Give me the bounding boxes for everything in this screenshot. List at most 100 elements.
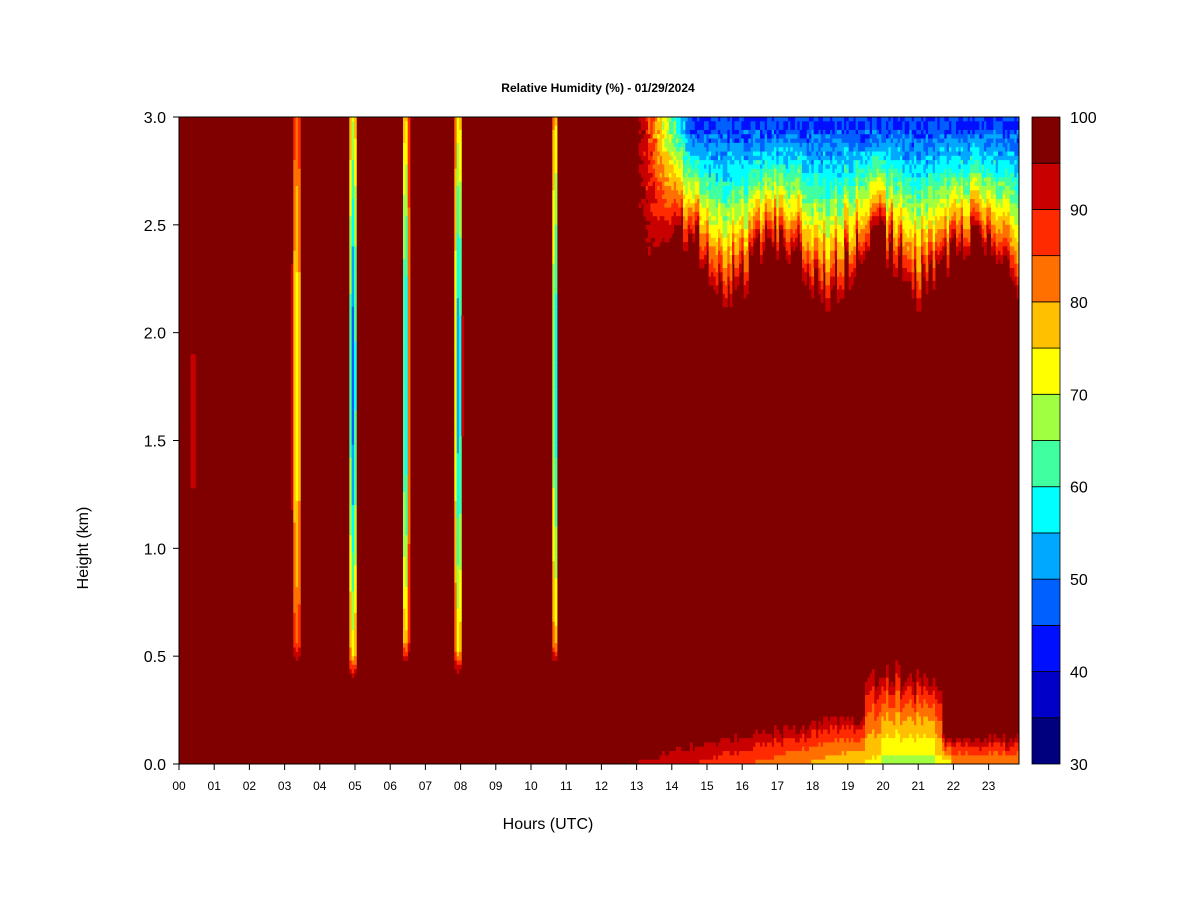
heatmap-cell [291,306,294,312]
heatmap-cell [923,121,929,127]
heatmap-cell [778,190,787,196]
heatmap-cell [881,207,887,213]
heatmap-cell [190,371,196,377]
heatmap-cell [291,354,294,359]
heatmap-cell [918,733,924,739]
heatmap-cell [354,444,357,450]
heatmap-cell [403,311,406,316]
heatmap-cell [825,755,873,761]
heatmap-cell [293,121,297,127]
heatmap-cell [727,272,731,277]
heatmap-cell [1007,173,1011,178]
heatmap-cell [293,539,297,545]
heatmap-cell [846,194,850,200]
heatmap-cell [895,673,899,679]
heatmap-cell [407,160,411,165]
heatmap-cell [785,233,791,239]
heatmap-cell [853,246,857,252]
heatmap-cell [552,647,556,653]
heatmap-cell [454,526,458,532]
heatmap-cell [648,147,656,152]
heatmap-cell [461,349,465,355]
heatmap-cell [995,229,999,234]
heatmap-cell [1009,233,1015,239]
heatmap-cell [456,375,460,381]
plot-area [178,116,1020,765]
heatmap-cell [928,246,934,252]
heatmap-cell [811,160,815,165]
heatmap-cell [834,242,838,247]
heatmap-cell [708,181,712,187]
heatmap-cell [293,569,297,575]
heatmap-cell [351,397,355,403]
heatmap-cell [403,319,406,325]
heatmap-cell [295,298,299,303]
heatmap-cell [456,669,460,674]
heatmap-cell [904,129,910,135]
heatmap-cell [881,729,896,735]
heatmap-cell [916,673,920,679]
heatmap-cell [991,190,997,196]
heatmap-cell [998,229,1001,234]
heatmap-cell [349,405,353,411]
heatmap-cell [720,129,728,135]
heatmap-cell [715,203,719,208]
heatmap-cell [454,561,458,566]
heatmap-cell [456,198,460,204]
heatmap-cell [914,186,917,191]
heatmap-cell [552,535,556,541]
heatmap-cell [1002,742,1006,748]
heatmap-cell [918,280,922,286]
heatmap-cell [293,173,301,178]
heatmap-cell [916,229,922,234]
heatmap-cell [407,285,411,290]
heatmap-cell [844,211,850,217]
heatmap-cell [741,194,745,200]
heatmap-cell [459,142,462,148]
heatmap-cell [867,117,873,122]
heatmap-cell [298,224,301,230]
heatmap-cell [351,574,355,579]
heatmap-cell [904,177,913,183]
heatmap-cell [298,487,301,493]
heatmap-cell [351,544,355,549]
heatmap-cell [354,315,357,321]
heatmap-cell [351,604,355,610]
heatmap-cell [921,250,924,256]
heatmap-cell [855,125,859,131]
heatmap-cell [764,134,768,139]
heatmap-cell [841,151,845,157]
heatmap-cell [837,173,843,178]
heatmap-cell [552,578,556,584]
heatmap-cell [459,518,462,523]
heatmap-cell [456,203,460,208]
heatmap-cell [351,250,355,256]
heatmap-cell [902,224,915,230]
heatmap-cell [734,242,740,247]
heatmap-cell [298,380,301,385]
heatmap-cell [995,186,1006,191]
heatmap-cell [1009,250,1018,256]
heatmap-cell [552,358,556,364]
heatmap-cell [771,224,775,230]
heatmap-cell [405,505,409,510]
heatmap-cell [354,345,357,351]
heatmap-cell [699,173,705,178]
heatmap-cell [690,198,696,204]
heatmap-cell [881,198,887,204]
heatmap-cell [858,233,866,239]
heatmap-cell [454,375,458,381]
heatmap-cell [764,742,768,748]
heatmap-cell [837,272,840,277]
heatmap-cell [459,630,462,635]
heatmap-cell [895,669,901,674]
heatmap-cell [403,595,409,601]
heatmap-cell [298,117,301,122]
heatmap-cell [349,492,353,497]
heatmap-cell [405,526,409,532]
heatmap-cell [554,651,558,657]
heatmap-cell [407,345,411,351]
heatmap-cell [456,121,460,127]
heatmap-cell [456,613,462,618]
heatmap-cell [459,444,462,450]
